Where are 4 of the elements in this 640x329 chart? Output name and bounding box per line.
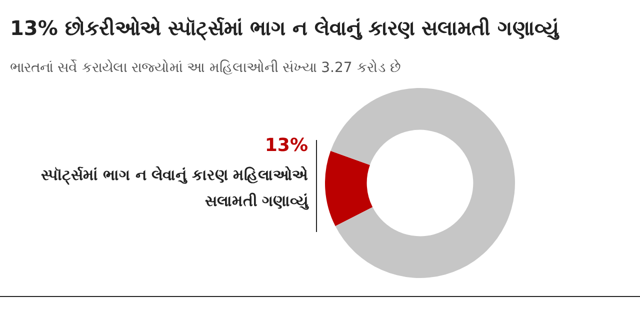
slice-label: સ્પૉર્ટ્સમાં ભાગ ન લેવાનું કારણ મહિલાઓએ સલામતી ગણાવ્યું bbox=[40, 165, 308, 212]
chart-subtitle: ભારતનાં સર્વે કરાયેલા રાજ્યોમાં આ મહિલાઓની સંખ્યા 3.27 કરોડ છે bbox=[10, 60, 402, 76]
chart-title: 13% છોકરીઓએ સ્પૉર્ટ્સમાં ભાગ ન લેવાનું કારણ સલામતી ગણાવ્યું bbox=[10, 16, 559, 40]
data-label: 13% bbox=[264, 135, 308, 156]
